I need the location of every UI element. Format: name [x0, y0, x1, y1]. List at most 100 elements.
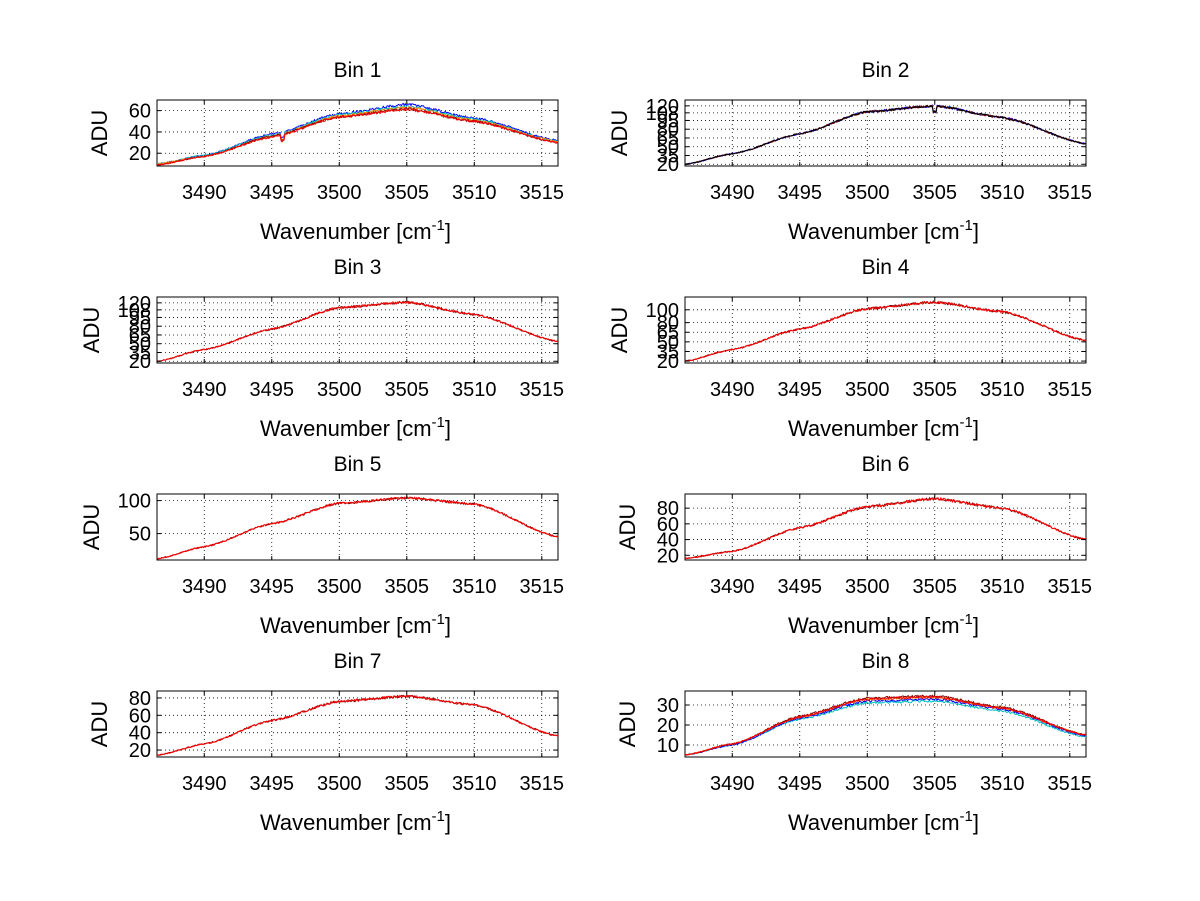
- y-axis-label: ADU: [607, 307, 632, 353]
- y-tick-label: 35: [129, 342, 151, 364]
- y-tick-label: 95: [657, 110, 679, 132]
- subplot-bin-4: Bin 4 3490 3495 3500 3505 3510 3515 20355065801…: [607, 256, 1092, 441]
- series-line: [157, 695, 558, 756]
- y-tick-label: 80: [129, 688, 151, 710]
- x-tick-label: 3515: [520, 773, 565, 795]
- series-group: [685, 300, 1086, 362]
- subplot-title: Bin 3: [334, 256, 382, 279]
- x-tick-label: 3495: [778, 576, 823, 598]
- x-axis-label: Wavenumber [cm-1]: [788, 217, 979, 244]
- x-axis-label: Wavenumber [cm-1]: [788, 611, 979, 638]
- x-axis-label-superscript: -1: [432, 611, 445, 628]
- series-group: [685, 496, 1086, 560]
- series-group: [157, 102, 558, 166]
- y-tick-label: 35: [657, 341, 679, 363]
- y-tick-label: 65: [129, 325, 151, 347]
- series-line: [685, 697, 1086, 756]
- x-tick-label: 3505: [913, 773, 958, 795]
- y-tick-label: 40: [657, 530, 679, 552]
- subplot-title: Bin 1: [334, 59, 382, 82]
- series-group: [685, 694, 1086, 756]
- x-tick-label: 3490: [710, 182, 755, 204]
- x-tick-label: 3495: [778, 379, 823, 401]
- y-tick-label: 20: [657, 715, 679, 737]
- subplot-bin-5: Bin 5 3490 3495 3500 3505 3510 3515 50 100 ADU Wav…: [79, 453, 564, 638]
- y-tick-label: 50: [129, 334, 151, 356]
- x-tick-label: 3510: [452, 576, 497, 598]
- x-tick-label: 3495: [778, 773, 823, 795]
- x-tick-label: 3490: [710, 576, 755, 598]
- x-tick-label: 3490: [710, 773, 755, 795]
- x-tick-label: 3500: [845, 576, 890, 598]
- x-axis-label: Wavenumber [cm-1]: [260, 611, 451, 638]
- y-tick-label: 60: [657, 514, 679, 536]
- y-tick-label: 60: [129, 101, 151, 123]
- x-axis-label-main: Wavenumber [cm: [260, 810, 432, 835]
- x-axis-label-superscript: -1: [432, 808, 445, 825]
- y-tick-label: 65: [657, 322, 679, 344]
- y-tick-label: 20: [657, 545, 679, 567]
- x-axis-label-superscript: -1: [960, 611, 973, 628]
- subplot-title: Bin 7: [334, 650, 382, 673]
- y-tick-label: 20: [129, 351, 151, 373]
- x-tick-label: 3500: [317, 182, 362, 204]
- subplot-bin-3: Bin 3 3490 3495 3500 3505 3510 3515 20355065809…: [79, 256, 564, 441]
- x-axis-label: Wavenumber [cm-1]: [260, 217, 451, 244]
- x-tick-label: 3510: [980, 182, 1025, 204]
- subplot-title: Bin 2: [862, 59, 910, 82]
- subplot-title: Bin 6: [862, 453, 910, 476]
- subplot-title: Bin 8: [862, 650, 910, 673]
- x-axis-label-tail: ]: [445, 613, 451, 638]
- x-axis-label: Wavenumber [cm-1]: [788, 808, 979, 835]
- x-tick-label: 3500: [317, 576, 362, 598]
- x-tick-label: 3510: [980, 773, 1025, 795]
- y-axis-label: ADU: [615, 701, 640, 747]
- x-tick-label: 3515: [520, 576, 565, 598]
- y-tick-label: 65: [657, 128, 679, 150]
- y-tick-label: 40: [129, 723, 151, 745]
- y-axis-label: ADU: [607, 110, 632, 156]
- x-tick-label: 3510: [452, 773, 497, 795]
- y-tick-label: 50: [657, 332, 679, 354]
- x-tick-label: 3515: [1048, 379, 1093, 401]
- x-tick-label: 3500: [317, 379, 362, 401]
- x-axis-label-main: Wavenumber [cm: [260, 219, 432, 244]
- x-axis-label-tail: ]: [973, 416, 979, 441]
- y-tick-label: 40: [129, 122, 151, 144]
- y-tick-label: 100: [118, 491, 151, 513]
- y-tick-label: 20: [657, 351, 679, 373]
- x-tick-label: 3495: [250, 379, 295, 401]
- x-tick-label: 3515: [520, 182, 565, 204]
- x-tick-label: 3505: [913, 379, 958, 401]
- x-axis-label-main: Wavenumber [cm: [260, 416, 432, 441]
- series-line: [157, 107, 558, 166]
- x-tick-label: 3515: [520, 379, 565, 401]
- x-tick-label: 3515: [1048, 773, 1093, 795]
- x-axis-label: Wavenumber [cm-1]: [260, 414, 451, 441]
- x-tick-label: 3510: [452, 182, 497, 204]
- x-axis-label-tail: ]: [973, 810, 979, 835]
- y-tick-label: 60: [129, 705, 151, 727]
- x-axis-label-superscript: -1: [432, 217, 445, 234]
- x-tick-label: 3510: [980, 576, 1025, 598]
- y-tick-label: 20: [129, 740, 151, 762]
- axes-box: [156, 99, 559, 167]
- y-tick-label: 80: [657, 119, 679, 141]
- y-tick-label: 35: [657, 145, 679, 167]
- x-axis-label-tail: ]: [973, 613, 979, 638]
- y-tick-label: 10: [657, 735, 679, 757]
- y-tick-label: 120: [118, 293, 151, 315]
- x-tick-label: 3495: [250, 773, 295, 795]
- x-axis-label: Wavenumber [cm-1]: [260, 808, 451, 835]
- x-tick-label: 3495: [250, 576, 295, 598]
- y-tick-label: 30: [657, 695, 679, 717]
- axes-box: [156, 690, 559, 758]
- x-axis-label-main: Wavenumber [cm: [788, 219, 960, 244]
- y-axis-label: ADU: [87, 701, 112, 747]
- x-axis-label-superscript: -1: [960, 414, 973, 431]
- y-tick-label: 80: [657, 313, 679, 335]
